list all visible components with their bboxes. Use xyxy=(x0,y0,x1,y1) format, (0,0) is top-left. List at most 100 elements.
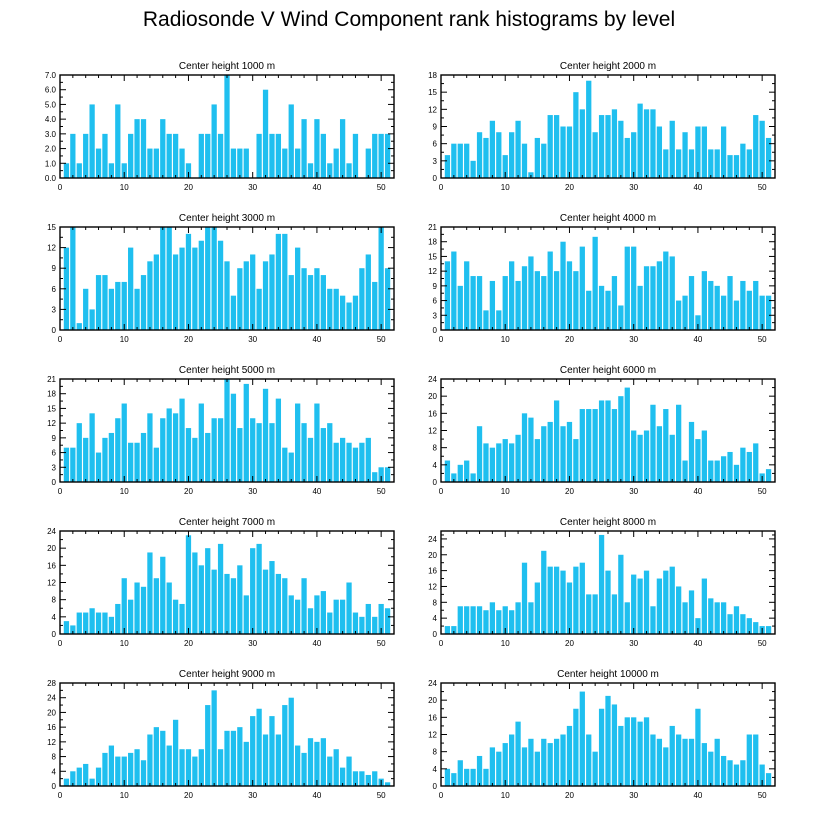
bar xyxy=(83,437,89,482)
x-tick-label: 20 xyxy=(184,791,193,800)
bar xyxy=(166,745,172,786)
bar xyxy=(676,404,682,482)
bar xyxy=(553,566,560,634)
bar xyxy=(669,566,675,634)
x-tick-label: 0 xyxy=(58,183,63,192)
bar xyxy=(359,616,365,634)
bar xyxy=(476,426,483,482)
bar xyxy=(372,281,378,330)
bar xyxy=(140,432,147,482)
bar xyxy=(230,578,237,634)
bar xyxy=(269,716,275,786)
bar xyxy=(192,552,198,634)
bar xyxy=(534,271,540,330)
bar xyxy=(746,149,752,178)
bar xyxy=(179,749,185,786)
bar xyxy=(89,608,95,634)
bar xyxy=(76,163,82,178)
bar xyxy=(489,747,496,787)
bar xyxy=(192,437,198,482)
bar xyxy=(224,261,230,330)
bar xyxy=(476,132,483,178)
bar xyxy=(701,430,707,482)
bar xyxy=(521,562,528,634)
x-tick-label: 30 xyxy=(629,183,638,192)
y-tick-label: 0.0 xyxy=(45,174,57,183)
bar xyxy=(515,120,521,178)
bar xyxy=(489,280,496,330)
bar xyxy=(179,398,185,482)
x-tick-label: 0 xyxy=(439,183,444,192)
bar xyxy=(121,756,127,786)
bar xyxy=(457,143,463,178)
bar xyxy=(128,133,134,178)
bar xyxy=(534,751,540,786)
bar xyxy=(553,400,560,482)
bar xyxy=(720,126,727,178)
bar xyxy=(160,119,166,178)
y-tick-label: 24 xyxy=(47,527,56,536)
bar xyxy=(528,256,534,330)
bar xyxy=(656,738,663,786)
bar xyxy=(378,133,384,178)
bar xyxy=(172,719,179,786)
bar xyxy=(727,614,733,634)
chart-panel-5: Center height 5000 m 0 10 20 30 40 50 0 3 6 9 12 15 1… xyxy=(47,365,395,496)
bar xyxy=(339,295,346,330)
bar xyxy=(708,149,714,178)
bar xyxy=(631,246,637,330)
bar xyxy=(160,227,166,330)
y-tick-label: 0 xyxy=(433,630,438,639)
bar xyxy=(624,602,630,634)
bar xyxy=(384,268,391,330)
bar xyxy=(740,760,746,786)
bar xyxy=(372,771,378,786)
bar xyxy=(444,460,451,482)
bar xyxy=(128,247,134,330)
bar xyxy=(502,606,508,634)
bar xyxy=(753,280,759,330)
bar xyxy=(656,578,663,634)
bar xyxy=(128,442,134,482)
bar xyxy=(496,443,502,483)
panel-title: Center height 8000 m xyxy=(560,517,656,528)
bar xyxy=(618,554,624,634)
bar xyxy=(733,155,740,178)
bar xyxy=(586,80,592,178)
bar xyxy=(95,767,102,786)
bar xyxy=(695,708,701,786)
bar xyxy=(765,137,772,178)
bar xyxy=(643,570,650,634)
bar xyxy=(592,594,598,634)
bar xyxy=(269,561,275,634)
panel-title: Center height 5000 m xyxy=(179,365,275,376)
bar xyxy=(275,398,282,482)
bar xyxy=(586,594,592,634)
bar xyxy=(352,447,359,482)
bar xyxy=(592,751,598,786)
bar xyxy=(320,133,326,178)
bar xyxy=(256,543,262,635)
bar xyxy=(509,610,515,634)
x-tick-label: 40 xyxy=(693,183,702,192)
bar xyxy=(333,288,339,330)
bar xyxy=(198,240,204,330)
bar xyxy=(682,295,688,330)
bar xyxy=(643,430,650,482)
bar xyxy=(605,695,611,787)
bar xyxy=(708,751,714,786)
bar xyxy=(605,400,611,482)
y-tick-label: 9 xyxy=(433,282,438,291)
bar xyxy=(134,442,140,482)
bar xyxy=(560,570,566,634)
bar xyxy=(669,256,675,330)
bar xyxy=(63,247,70,330)
y-tick-label: 20 xyxy=(428,696,437,705)
bar xyxy=(217,240,224,330)
bar xyxy=(605,115,611,178)
bar xyxy=(172,254,179,330)
bar xyxy=(765,469,772,483)
bar xyxy=(153,254,159,330)
bar xyxy=(230,730,237,786)
bar xyxy=(701,126,707,178)
